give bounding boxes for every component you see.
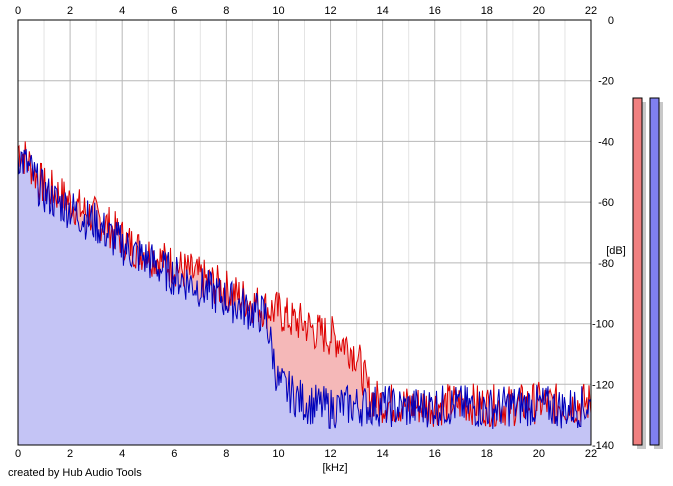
y-axis-label: [dB] <box>606 245 626 257</box>
x-tick-label-bottom: 10 <box>272 448 284 460</box>
x-tick-label-top: 14 <box>377 5 389 17</box>
y-tick-label: -80 <box>598 258 614 270</box>
x-tick-label-bottom: 12 <box>324 448 336 460</box>
x-tick-label-top: 12 <box>324 5 336 17</box>
x-tick-label-bottom: 18 <box>481 448 493 460</box>
x-tick-label-top: 16 <box>429 5 441 17</box>
x-tick-label-top: 6 <box>171 5 177 17</box>
y-tick-label: -20 <box>598 76 614 88</box>
y-tick-labels: 0 -20 -40 -60 -80 -100 -120 -140 <box>592 15 614 452</box>
x-tick-label-bottom: 14 <box>377 448 389 460</box>
y-tick-label: -120 <box>592 379 614 391</box>
spectrum-line-1 <box>17 149 592 430</box>
x-tick-label-top: 2 <box>67 5 73 17</box>
level-meters <box>632 97 663 449</box>
x-tick-label-top: 18 <box>481 5 493 17</box>
x-tick-label-bottom: 16 <box>429 448 441 460</box>
x-tick-label-bottom: 0 <box>15 448 21 460</box>
x-tick-label-bottom: 22 <box>585 448 597 460</box>
y-tick-label: -40 <box>598 136 614 148</box>
x-tick-label-top: 10 <box>272 5 284 17</box>
x-tick-label-bottom: 4 <box>119 448 125 460</box>
x-tick-label-top: 20 <box>533 5 545 17</box>
y-tick-label: -60 <box>598 197 614 209</box>
x-tick-label-top: 22 <box>585 5 597 17</box>
x-tick-label-top: 4 <box>119 5 125 17</box>
y-tick-label: -100 <box>592 319 614 331</box>
x-tick-label-bottom: 8 <box>223 448 229 460</box>
y-tick-label: -140 <box>592 440 614 452</box>
x-axis-label: [kHz] <box>322 462 347 474</box>
x-tick-labels-bottom: 0 2 4 6 8 10 12 14 16 18 20 22 <box>15 448 597 460</box>
x-tick-label-top: 0 <box>15 5 21 17</box>
x-tick-label-bottom: 6 <box>171 448 177 460</box>
x-tick-labels-top: 0 2 4 6 8 10 12 14 16 18 20 22 <box>15 5 597 17</box>
spectrum-fill-1 <box>18 149 591 445</box>
y-tick-label: 0 <box>608 15 614 27</box>
spectrum-fills <box>18 141 591 445</box>
spectrum-traces <box>17 19 592 446</box>
plot-frame <box>17 19 592 446</box>
level-meter-bar <box>632 97 643 446</box>
x-tick-label-bottom: 2 <box>67 448 73 460</box>
x-tick-label-top: 8 <box>223 5 229 17</box>
x-tick-label-bottom: 20 <box>533 448 545 460</box>
credit-text: created by Hub Audio Tools <box>8 467 142 479</box>
level-meter-bar <box>649 97 660 446</box>
